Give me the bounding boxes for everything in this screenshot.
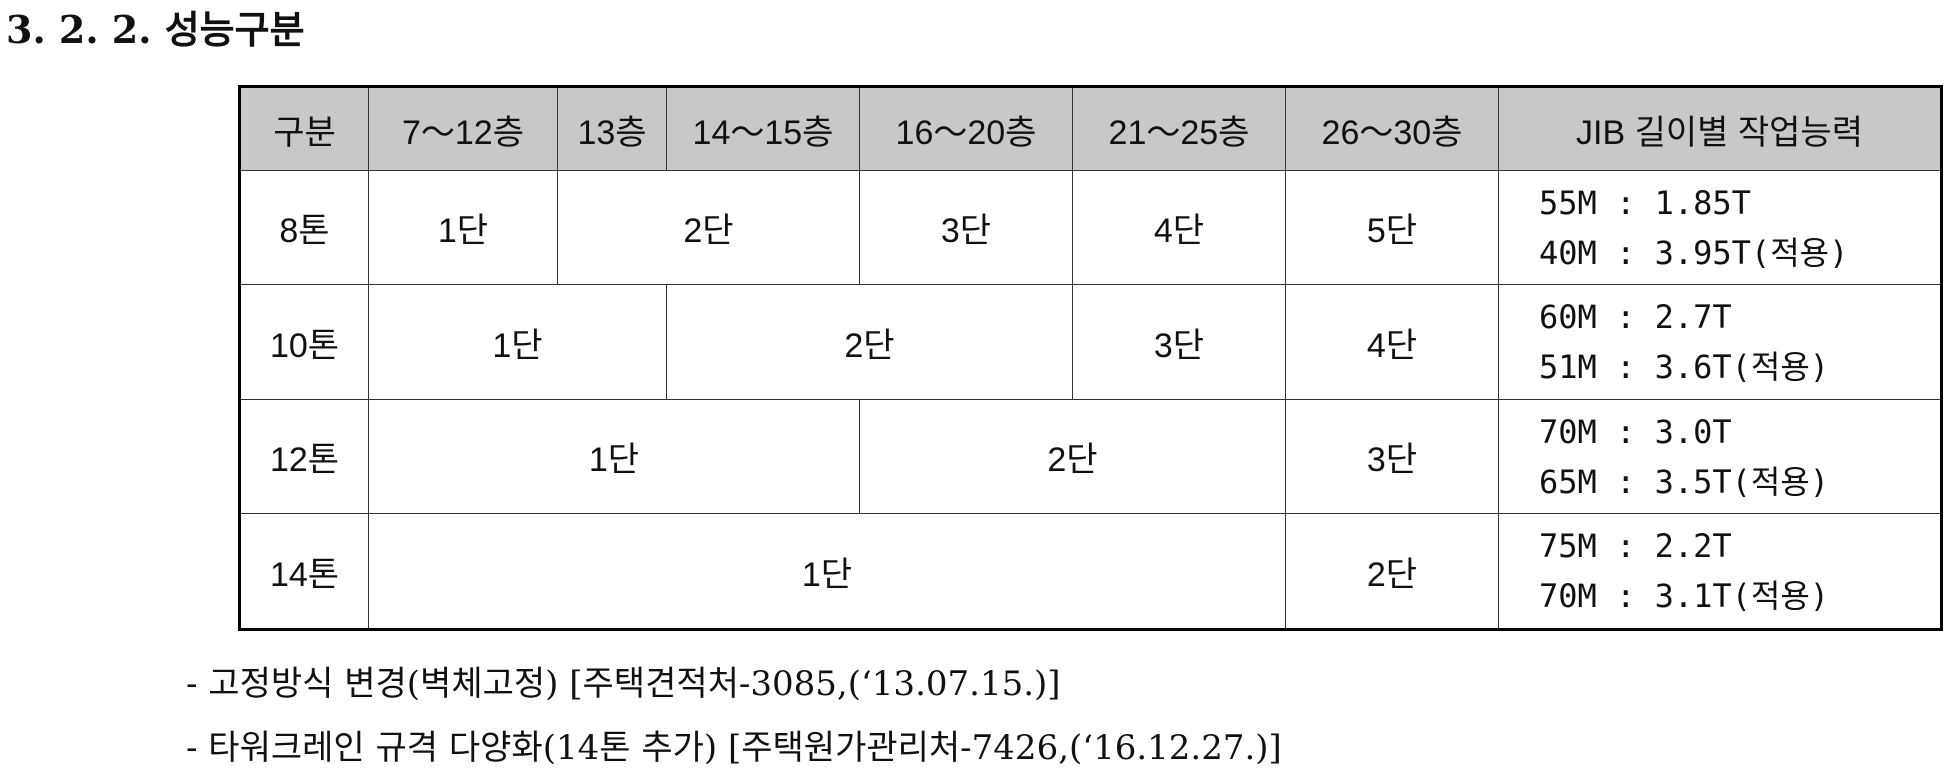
note-item: - 고정방식 변경(벽체고정) [주택견적처-3085,(‘13.07.15.)… <box>186 664 1061 704</box>
stage-cell: 5단 <box>1285 169 1499 286</box>
row-label: 12톤 <box>239 398 369 515</box>
note-item: - 타워크레인 규격 다양화(14톤 추가) [주택원가관리처-7426,(‘1… <box>186 728 1282 768</box>
jib-capacity-cell: 55M : 1.85T 40M : 3.95T(적용) <box>1498 169 1942 286</box>
stage-cell: 2단 <box>557 169 860 286</box>
table-row: 10톤 1단 2단 3단 4단 60M : 2.7T 51M : 3.6T(적용… <box>239 284 1942 400</box>
jib-line: 40M : 3.95T(적용) <box>1539 233 1849 272</box>
stage-cell: 1단 <box>368 169 558 286</box>
jib-line: 70M : 3.1T(적용) <box>1539 577 1830 616</box>
jib-capacity-cell: 60M : 2.7T 51M : 3.6T(적용) <box>1498 284 1942 400</box>
stage-cell: 3단 <box>1285 398 1499 515</box>
jib-line: 75M : 2.2T <box>1539 527 1732 566</box>
stage-cell: 3단 <box>859 169 1073 286</box>
header-floors-16-20: 16～20층 <box>859 86 1073 171</box>
performance-table: 구분 7～12층 13층 14～15층 16～20층 21～25층 26～30층… <box>238 85 1943 631</box>
header-row: 구분 7～12층 13층 14～15층 16～20층 21～25층 26～30층… <box>239 86 1942 171</box>
header-floors-26-30: 26～30층 <box>1285 86 1499 171</box>
jib-capacity-cell: 70M : 3.0T 65M : 3.5T(적용) <box>1498 398 1942 515</box>
table-row: 12톤 1단 2단 3단 70M : 3.0T 65M : 3.5T(적용) <box>239 398 1942 515</box>
section-heading: 3. 2. 2. 성능구분 <box>6 7 305 52</box>
jib-line: 51M : 3.6T(적용) <box>1539 348 1830 387</box>
stage-cell: 4단 <box>1072 169 1286 286</box>
jib-capacity-cell: 75M : 2.2T 70M : 3.1T(적용) <box>1498 513 1942 630</box>
table-row: 14톤 1단 2단 75M : 2.2T 70M : 3.1T(적용) <box>239 513 1942 630</box>
stage-cell: 2단 <box>666 284 1073 400</box>
stage-cell: 3단 <box>1072 284 1286 400</box>
header-jib-capacity: JIB 길이별 작업능력 <box>1498 86 1942 171</box>
table-row: 8톤 1단 2단 3단 4단 5단 55M : 1.85T 40M : 3.95… <box>239 169 1942 286</box>
header-floors-13: 13층 <box>557 86 667 171</box>
stage-cell: 2단 <box>1285 513 1499 630</box>
row-label: 10톤 <box>239 284 369 400</box>
stage-cell: 1단 <box>368 398 860 515</box>
jib-line: 70M : 3.0T <box>1539 412 1732 451</box>
jib-line: 65M : 3.5T(적용) <box>1539 462 1830 501</box>
header-category: 구분 <box>239 86 369 171</box>
stage-cell: 1단 <box>368 513 1286 630</box>
header-floors-14-15: 14～15층 <box>666 86 860 171</box>
jib-line: 60M : 2.7T <box>1539 298 1732 337</box>
stage-cell: 1단 <box>368 284 667 400</box>
header-floors-21-25: 21～25층 <box>1072 86 1286 171</box>
row-label: 8톤 <box>239 169 369 286</box>
row-label: 14톤 <box>239 513 369 630</box>
stage-cell: 4단 <box>1285 284 1499 400</box>
jib-line: 55M : 1.85T <box>1539 183 1751 222</box>
stage-cell: 2단 <box>859 398 1286 515</box>
header-floors-7-12: 7～12층 <box>368 86 558 171</box>
